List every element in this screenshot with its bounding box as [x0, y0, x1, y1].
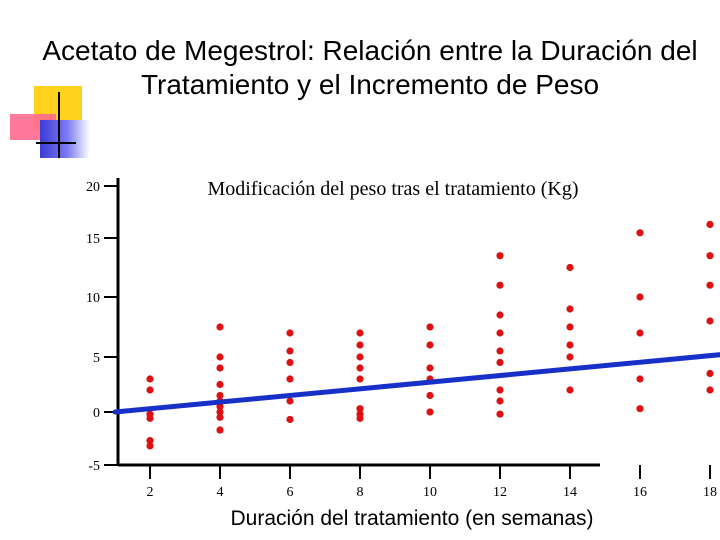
data-point — [636, 329, 644, 337]
data-point — [496, 397, 504, 405]
data-point — [286, 358, 294, 367]
data-point — [216, 323, 224, 331]
data-point — [286, 375, 294, 383]
data-point — [426, 323, 434, 331]
data-point — [636, 405, 644, 413]
trend-line — [112, 352, 720, 415]
data-point — [216, 413, 224, 421]
x-tick-label: 16 — [633, 485, 647, 500]
data-point — [146, 386, 154, 394]
data-point — [496, 358, 504, 367]
x-tick-label: 6 — [287, 485, 294, 500]
y-tick-label: 0 — [93, 406, 100, 421]
data-point — [146, 442, 154, 450]
data-point — [706, 317, 714, 325]
data-point — [356, 329, 364, 337]
y-tick-label: 20 — [86, 180, 100, 195]
data-point — [356, 364, 364, 372]
data-point — [286, 415, 294, 424]
chart-title: Modificación del peso tras el tratamient… — [208, 178, 579, 200]
data-point — [706, 369, 714, 378]
data-point — [286, 329, 294, 337]
decor-blue-gradient — [40, 120, 90, 158]
x-tick-label: 8 — [357, 485, 364, 500]
data-point — [566, 386, 574, 394]
data-point — [356, 353, 364, 361]
data-points — [146, 220, 714, 450]
data-point — [566, 263, 574, 272]
data-point — [426, 364, 434, 372]
data-point — [636, 293, 644, 301]
data-point — [356, 405, 364, 413]
data-point — [426, 391, 434, 400]
y-tick-label: -5 — [88, 459, 100, 474]
data-point — [566, 305, 574, 313]
data-point — [216, 364, 224, 372]
data-point — [426, 408, 434, 416]
y-tick-label: 15 — [86, 232, 100, 247]
data-point — [496, 386, 504, 394]
data-point — [286, 397, 294, 405]
data-point — [356, 414, 364, 422]
data-point — [426, 341, 434, 349]
x-tick-label: 2 — [147, 485, 154, 500]
y-tick-label: 5 — [93, 351, 100, 366]
data-point — [566, 353, 574, 361]
data-point — [146, 414, 154, 422]
data-point — [636, 229, 644, 237]
data-point — [216, 408, 224, 416]
data-point — [496, 311, 504, 319]
data-point — [636, 375, 644, 383]
data-point — [496, 347, 504, 355]
y-ticks: 20 15 10 5 0 -5 — [86, 180, 118, 474]
data-point — [216, 380, 224, 389]
data-point — [146, 437, 154, 445]
x-tick-label: 10 — [423, 485, 437, 500]
data-point — [286, 347, 294, 355]
x-ticks: 2468101214161820222426 — [147, 465, 717, 500]
x-axis-label: Duración del tratamiento (en semanas) — [230, 507, 593, 530]
data-point — [496, 252, 504, 260]
x-tick-label: 4 — [217, 485, 224, 500]
data-point — [146, 375, 154, 383]
slide-title: Acetato de Megestrol: Relación entre la … — [42, 35, 698, 100]
y-tick-label: 10 — [86, 291, 100, 306]
data-point — [566, 323, 574, 331]
data-point — [216, 353, 224, 361]
data-point — [706, 252, 714, 260]
data-point — [216, 426, 224, 434]
data-point — [706, 220, 714, 229]
data-point — [496, 410, 504, 418]
decor-vertical-line — [58, 92, 60, 158]
data-point — [356, 341, 364, 349]
x-tick-label: 14 — [563, 485, 577, 500]
data-point — [216, 391, 224, 400]
decor-horizontal-line — [36, 142, 76, 144]
data-point — [496, 281, 504, 289]
data-point — [706, 281, 714, 289]
data-point — [496, 329, 504, 337]
data-point — [706, 386, 714, 394]
x-tick-label: 12 — [493, 485, 507, 500]
x-tick-label: 18 — [703, 485, 717, 500]
data-point — [566, 341, 574, 349]
data-point — [356, 375, 364, 383]
